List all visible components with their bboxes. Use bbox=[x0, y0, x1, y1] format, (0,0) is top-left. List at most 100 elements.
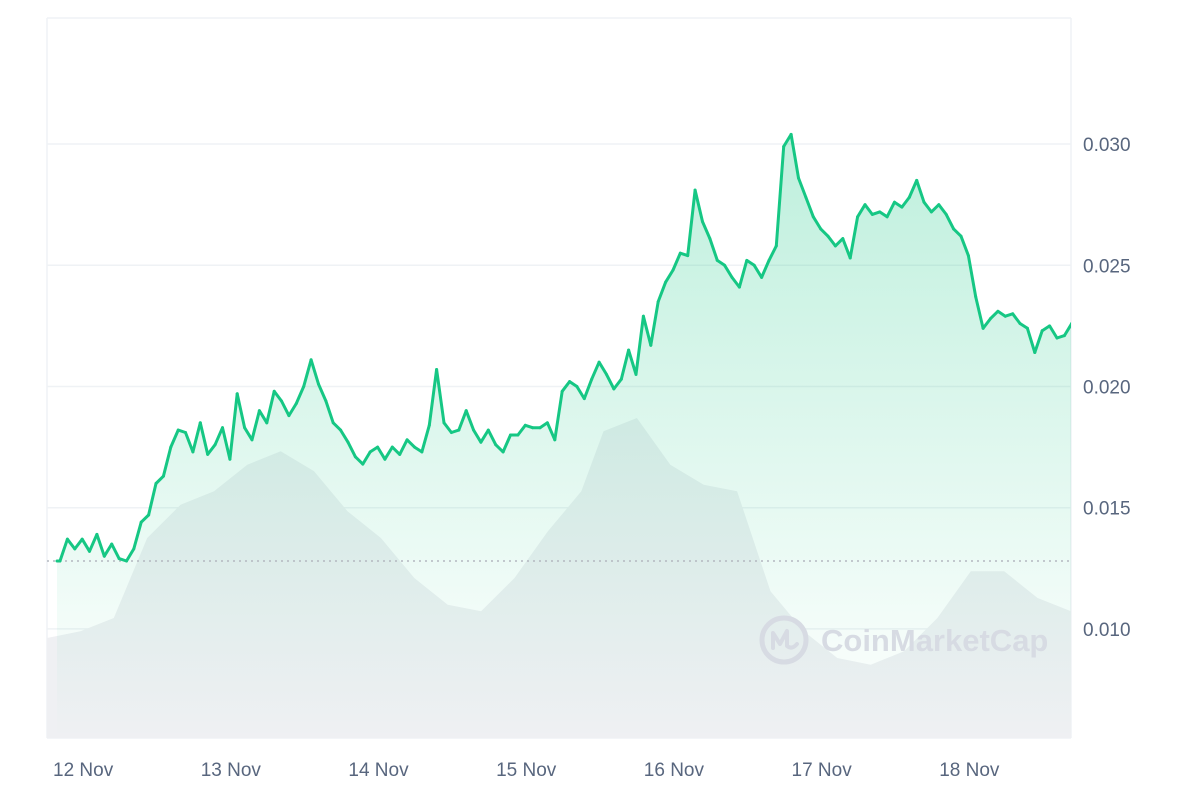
price-segment-up bbox=[789, 132, 800, 180]
price-segment-up bbox=[782, 132, 793, 148]
price-segment-up bbox=[287, 402, 298, 418]
price-segment-up bbox=[383, 445, 394, 461]
price-segment-up bbox=[774, 145, 786, 248]
price-segment-up bbox=[265, 389, 276, 425]
price-segment-up bbox=[656, 280, 668, 304]
price-segment-up bbox=[634, 314, 645, 376]
price-segment-up bbox=[398, 438, 409, 456]
price-segment-up bbox=[944, 212, 956, 231]
y-axis: 0.010 0.015 0.020 0.025 0.030 bbox=[1083, 135, 1131, 641]
price-segment-up bbox=[486, 428, 498, 447]
price-segment-up bbox=[198, 421, 210, 456]
price-segment-up bbox=[294, 385, 306, 405]
price-segment-up bbox=[331, 421, 343, 432]
y-tick-label: 0.025 bbox=[1083, 256, 1131, 277]
price-segment-up bbox=[457, 409, 468, 432]
price-segment-up bbox=[811, 215, 823, 231]
price-segment-up bbox=[169, 428, 180, 449]
price-segment-up bbox=[1062, 322, 1071, 338]
price-segment-up bbox=[582, 377, 594, 401]
price-segment-up bbox=[235, 392, 247, 430]
price-segment-up bbox=[435, 368, 446, 425]
price-segment-up bbox=[826, 234, 837, 248]
price-segment-up bbox=[693, 188, 704, 224]
price-segment-up bbox=[605, 372, 616, 391]
price-segment-up bbox=[102, 542, 114, 558]
price-segment-up bbox=[206, 443, 217, 456]
price-segment-up bbox=[937, 203, 948, 216]
x-tick-label: 16 Nov bbox=[644, 760, 705, 781]
price-segment-up bbox=[619, 348, 631, 381]
price-segment-up bbox=[317, 382, 328, 403]
price-segment-up bbox=[752, 263, 764, 279]
y-tick-label: 0.020 bbox=[1083, 377, 1131, 398]
price-segment-up bbox=[65, 537, 77, 551]
price-segment-up bbox=[390, 445, 402, 456]
price-segment-up bbox=[132, 520, 143, 551]
price-segment-up bbox=[125, 547, 136, 563]
price-segment-up bbox=[420, 423, 431, 454]
price-segment-up bbox=[966, 254, 978, 299]
price-segment-up bbox=[612, 377, 623, 391]
price-segment-up bbox=[309, 358, 320, 386]
price-segment-up bbox=[560, 380, 572, 393]
price-segment-up bbox=[952, 227, 963, 238]
price-segment-up bbox=[139, 513, 151, 524]
price-segment-up bbox=[627, 348, 638, 376]
price-segment-up bbox=[841, 237, 852, 260]
price-segment-up bbox=[708, 237, 719, 262]
price-segment-up bbox=[58, 537, 69, 563]
price-segment-up bbox=[907, 178, 919, 199]
price-segment-up bbox=[494, 443, 505, 454]
price-segment-up bbox=[730, 275, 741, 289]
price-segment-up bbox=[701, 220, 712, 241]
price-lines bbox=[55, 132, 1086, 563]
price-segment-up bbox=[479, 428, 490, 444]
price-segment-up bbox=[974, 295, 985, 330]
price-segment-up bbox=[324, 399, 335, 425]
price-segment-up bbox=[553, 389, 564, 442]
coinmarketcap-logo-icon bbox=[759, 615, 809, 665]
price-segment-up bbox=[250, 409, 261, 442]
x-tick-label: 15 Nov bbox=[496, 760, 557, 781]
price-segment-up bbox=[900, 195, 911, 209]
x-axis: 12 Nov 13 Nov 14 Nov 15 Nov 16 Nov 17 Nov 18 N… bbox=[53, 760, 1000, 781]
price-segment-up bbox=[346, 440, 357, 459]
price-segment-up bbox=[464, 409, 476, 432]
watermark-text: CoinMarketCap bbox=[821, 623, 1048, 658]
price-segment-up bbox=[1011, 312, 1022, 325]
price-segment-up bbox=[848, 215, 860, 260]
price-segment-up bbox=[989, 309, 1000, 321]
price-segment-up bbox=[405, 438, 416, 449]
price-segment-up bbox=[272, 389, 283, 403]
price-segment-up bbox=[88, 532, 99, 553]
price-segment-up bbox=[671, 251, 682, 272]
price-segment-up bbox=[110, 542, 121, 561]
price-segment-up bbox=[73, 537, 84, 551]
price-segment-up bbox=[501, 433, 512, 454]
price-segment-up bbox=[427, 368, 439, 427]
y-tick-label: 0.010 bbox=[1083, 620, 1131, 641]
coinmarketcap-watermark: CoinMarketCap bbox=[759, 615, 1048, 665]
x-tick-label: 13 Nov bbox=[201, 760, 262, 781]
price-segment-up bbox=[147, 482, 158, 517]
price-segment-up bbox=[922, 200, 933, 214]
price-segment-up bbox=[797, 176, 808, 199]
price-segment-up bbox=[1025, 326, 1037, 354]
price-segment-up bbox=[1033, 329, 1044, 354]
price-segment-up bbox=[929, 203, 941, 214]
price-segment-up bbox=[641, 314, 653, 347]
price-segment-up bbox=[959, 234, 970, 258]
price-segment-up bbox=[767, 244, 778, 262]
price-segment-up bbox=[257, 409, 269, 425]
price-segment-up bbox=[1048, 324, 1059, 340]
price-segment-up bbox=[545, 421, 557, 442]
price-segment-up bbox=[1079, 294, 1086, 318]
price-segment-up bbox=[361, 450, 372, 466]
price-segment-up bbox=[819, 227, 830, 238]
price-segment-up bbox=[339, 428, 350, 444]
price-segment-up bbox=[590, 360, 601, 381]
price-segment-up bbox=[376, 445, 387, 461]
price-segment-up bbox=[597, 360, 608, 376]
